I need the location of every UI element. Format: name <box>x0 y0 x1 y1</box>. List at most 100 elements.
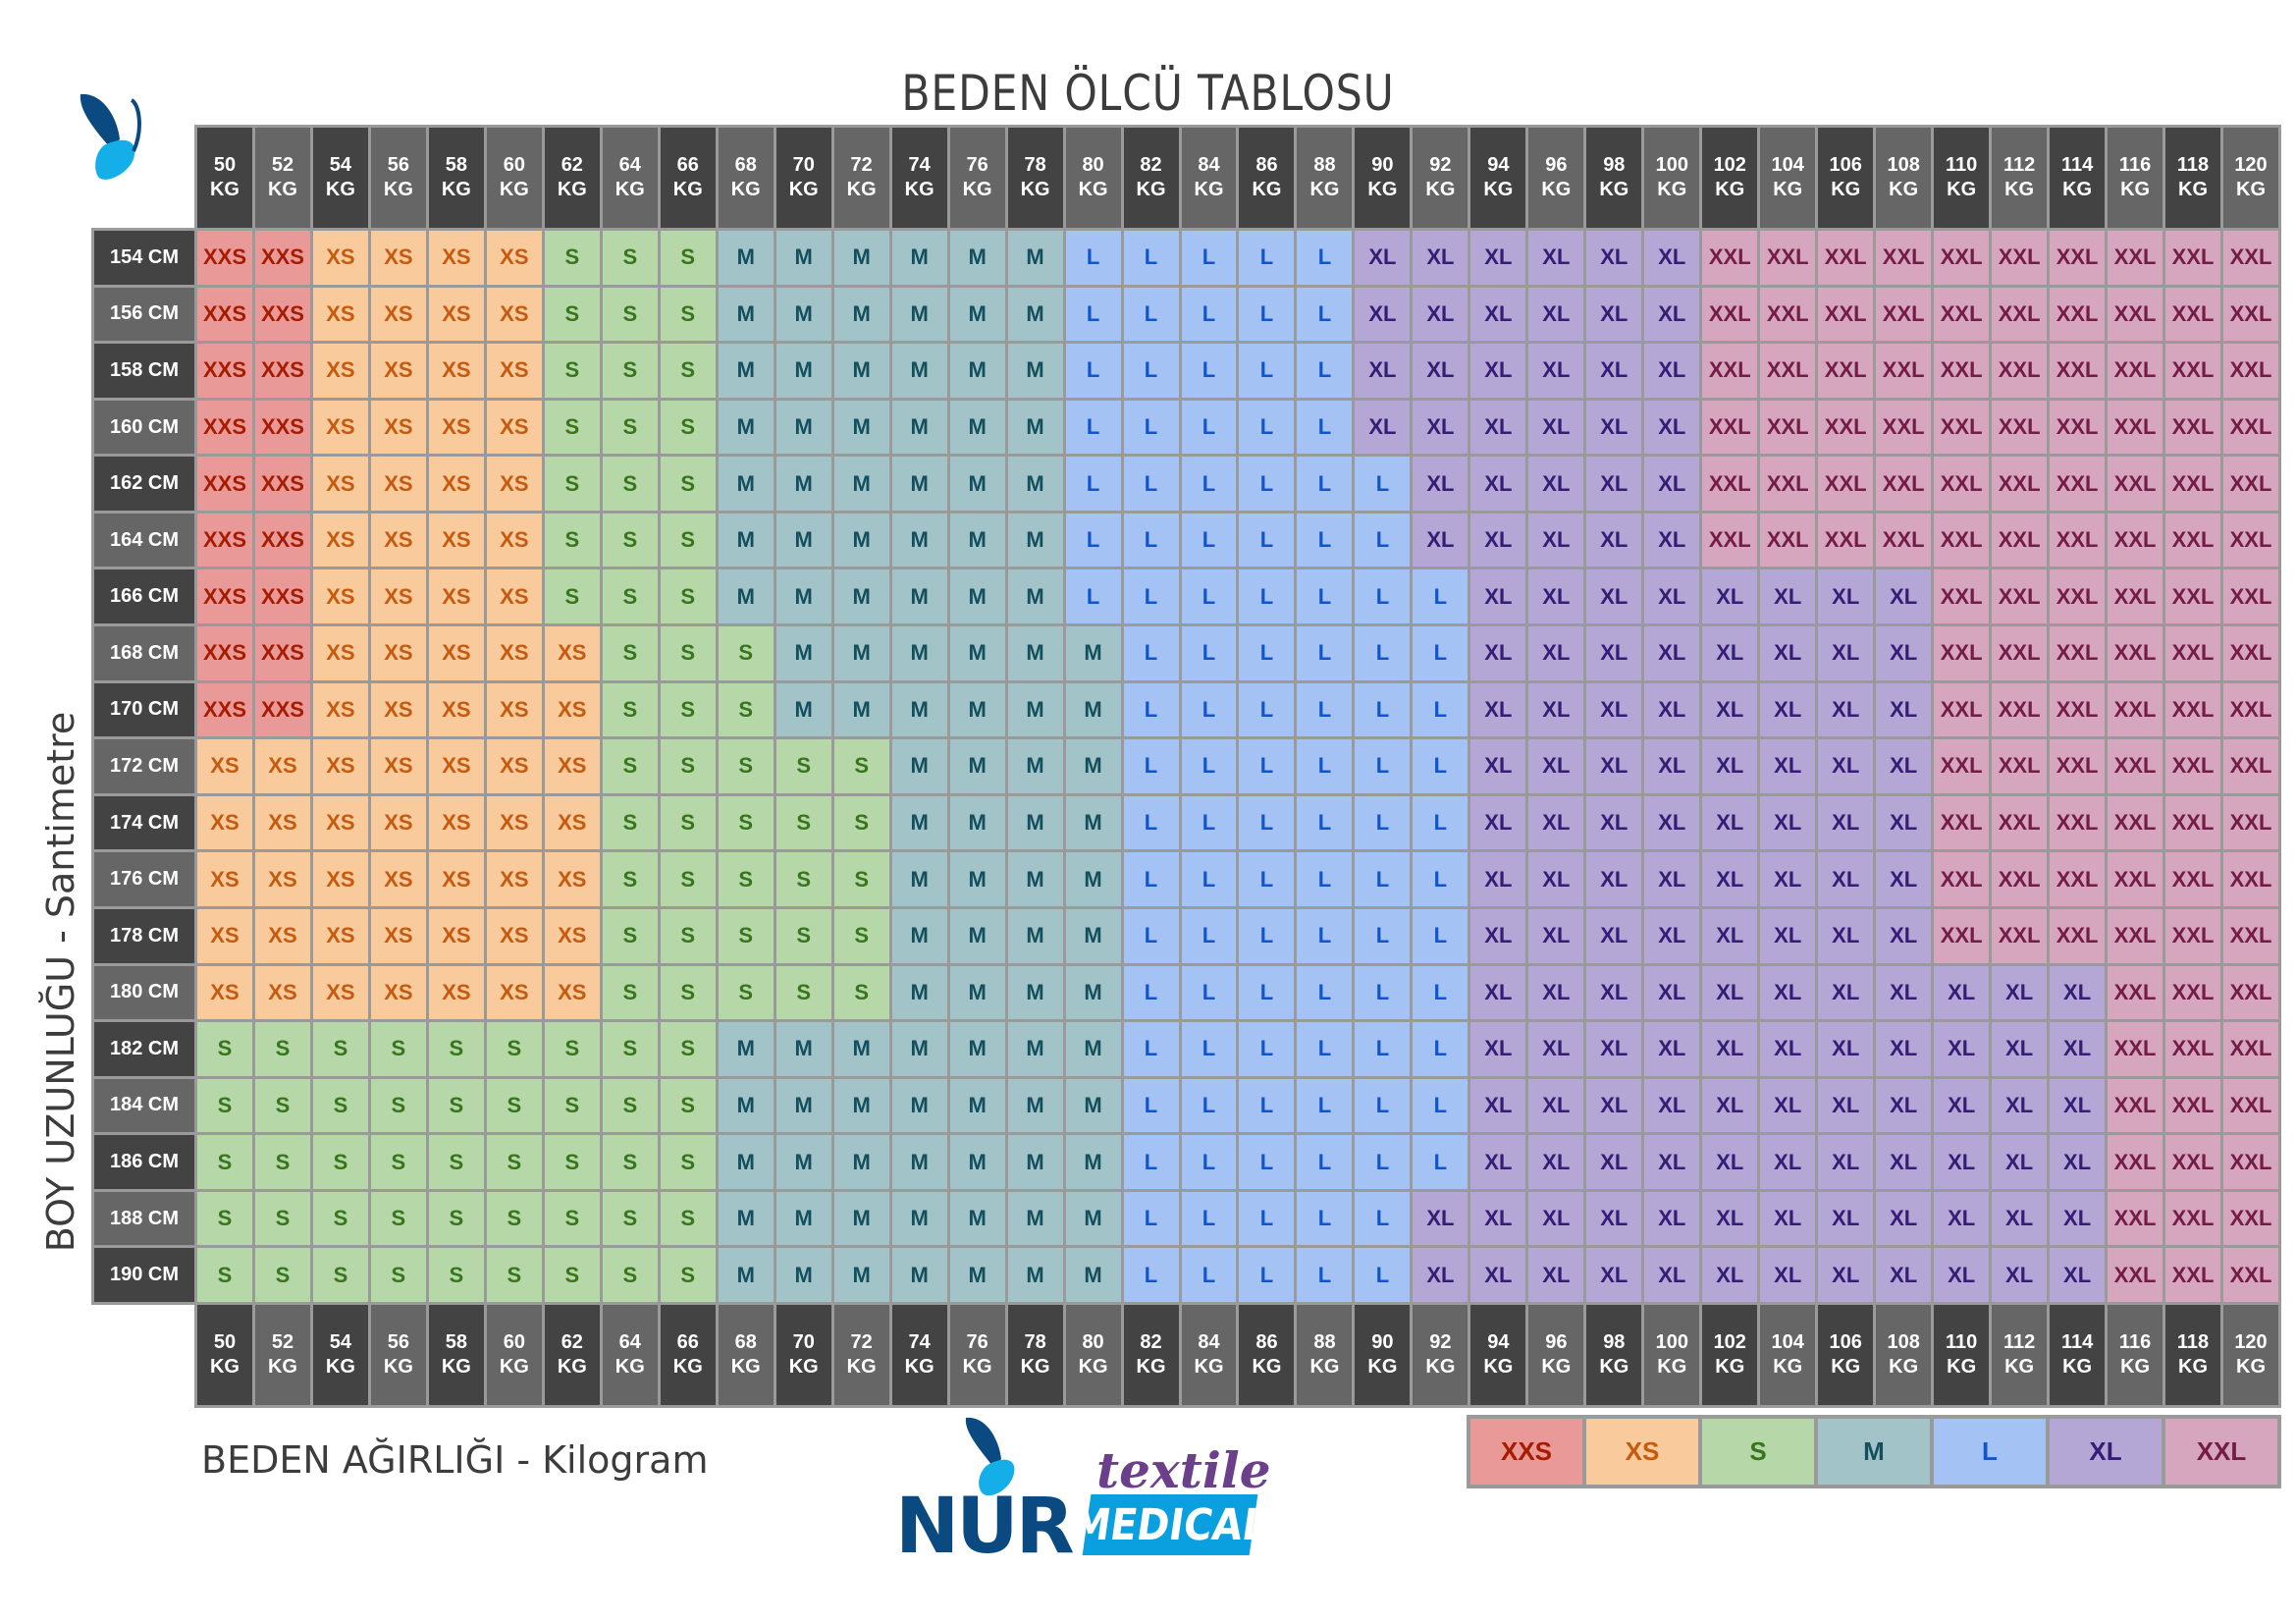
height-label: 160 CM <box>94 400 194 455</box>
weight-value: 84 <box>1198 1331 1220 1353</box>
size-cell: L <box>1413 908 1468 963</box>
size-cell: XXL <box>1818 287 1874 342</box>
weight-unit: KG <box>499 179 529 200</box>
size-cell: XL <box>1702 795 1758 850</box>
size-cell: XXL <box>1934 739 1990 793</box>
size-cell: M <box>833 1135 889 1189</box>
size-cell: XXL <box>2050 344 2106 398</box>
size-cell: M <box>1065 739 1121 793</box>
size-cell: M <box>1007 626 1063 680</box>
weight-header-top: 86 KG <box>1239 128 1295 228</box>
butterfly-icon <box>965 1417 1015 1496</box>
weight-unit: KG <box>1078 179 1108 200</box>
weight-unit: KG <box>1483 1356 1514 1378</box>
height-value: 168 <box>109 641 143 664</box>
weight-header-bottom: 68 KG <box>718 1305 774 1405</box>
size-cell: XS <box>428 231 484 285</box>
size-cell: XL <box>1528 1248 1584 1302</box>
size-cell: XXL <box>1760 457 1816 511</box>
size-cell: M <box>1065 908 1121 963</box>
weight-header-bottom: 64 KG <box>602 1305 658 1405</box>
size-cell: XXL <box>2223 1248 2278 1302</box>
size-cell: XXL <box>1934 795 1990 850</box>
size-cell: L <box>1239 1191 1295 1246</box>
size-cell: XL <box>1586 965 1642 1020</box>
size-cell: XXL <box>2050 513 2106 568</box>
size-cell: XL <box>1470 908 1526 963</box>
size-cell: XS <box>312 513 368 568</box>
weight-value: 110 <box>1946 1331 1978 1353</box>
height-unit: CM <box>147 698 180 721</box>
size-cell: M <box>949 626 1005 680</box>
size-cell: XXL <box>1934 569 1990 624</box>
size-cell: XXL <box>1934 513 1990 568</box>
height-value: 178 <box>109 924 143 947</box>
size-cell: XXL <box>1760 344 1816 398</box>
weight-value: 108 <box>1887 154 1920 176</box>
size-cell: M <box>1065 852 1121 906</box>
size-cell: XL <box>1470 1248 1526 1302</box>
size-cell: S <box>602 795 658 850</box>
weight-unit: KG <box>1136 179 1166 200</box>
weight-header-bottom: 90 KG <box>1355 1305 1411 1405</box>
size-cell: XXS <box>254 626 310 680</box>
size-cell: S <box>197 1191 252 1246</box>
weight-value: 80 <box>1082 154 1104 176</box>
size-cell: XL <box>1355 287 1411 342</box>
weight-unit: KG <box>557 179 587 200</box>
size-cell: XXL <box>1702 513 1758 568</box>
height-label: 172 CM <box>94 739 194 793</box>
height-label: 174 CM <box>94 795 194 850</box>
size-cell: XL <box>1876 682 1932 737</box>
weight-value: 70 <box>792 154 815 176</box>
size-cell: XL <box>1470 231 1526 285</box>
weight-value: 102 <box>1713 1331 1746 1353</box>
size-cell: XL <box>1760 1135 1816 1189</box>
weight-value: 54 <box>329 1331 352 1353</box>
size-cell: XS <box>544 852 600 906</box>
size-cell: XXL <box>2108 1135 2163 1189</box>
size-cell: S <box>197 1022 252 1076</box>
size-cell: XXL <box>2108 795 2163 850</box>
size-cell: XXL <box>1876 457 1932 511</box>
size-cell: XXL <box>1992 852 2048 906</box>
size-cell: XXL <box>2050 287 2106 342</box>
size-cell: S <box>254 1248 310 1302</box>
y-axis-label: BOY UZUNLUĞU - Santimetre <box>39 711 82 1253</box>
weight-header-top: 68 KG <box>718 128 774 228</box>
size-cell: M <box>949 1248 1005 1302</box>
size-cell: XL <box>1586 287 1642 342</box>
size-cell: XXL <box>1934 400 1990 455</box>
size-cell: S <box>486 1248 542 1302</box>
size-cell: L <box>1181 1078 1237 1133</box>
weight-header-top: 98 KG <box>1586 128 1642 228</box>
size-cell: S <box>602 513 658 568</box>
size-cell: M <box>1007 287 1063 342</box>
weight-unit: KG <box>846 1356 877 1378</box>
size-cell: XL <box>1644 739 1700 793</box>
size-cell: XL <box>1934 1135 1990 1189</box>
size-cell: XXL <box>1760 231 1816 285</box>
size-cell: M <box>891 795 947 850</box>
height-unit: CM <box>147 245 180 268</box>
size-cell: XL <box>1413 1191 1468 1246</box>
size-cell: L <box>1239 852 1295 906</box>
weight-value: 88 <box>1313 1331 1336 1353</box>
size-cell: L <box>1297 1078 1353 1133</box>
size-cell: XS <box>544 965 600 1020</box>
size-cell: XXL <box>1992 344 2048 398</box>
size-cell: XXL <box>2165 795 2221 850</box>
size-cell: XL <box>1528 287 1584 342</box>
size-cell: XL <box>1528 1078 1584 1133</box>
size-cell: XL <box>1702 569 1758 624</box>
size-cell: XS <box>370 795 426 850</box>
size-cell: XS <box>312 344 368 398</box>
size-cell: XL <box>1702 1191 1758 1246</box>
size-cell: L <box>1413 569 1468 624</box>
height-value: 188 <box>109 1207 143 1229</box>
size-cell: XXL <box>1876 513 1932 568</box>
size-cell: XL <box>1876 739 1932 793</box>
size-cell: XXS <box>254 287 310 342</box>
size-cell: XS <box>428 908 484 963</box>
size-cell: XXL <box>1702 457 1758 511</box>
